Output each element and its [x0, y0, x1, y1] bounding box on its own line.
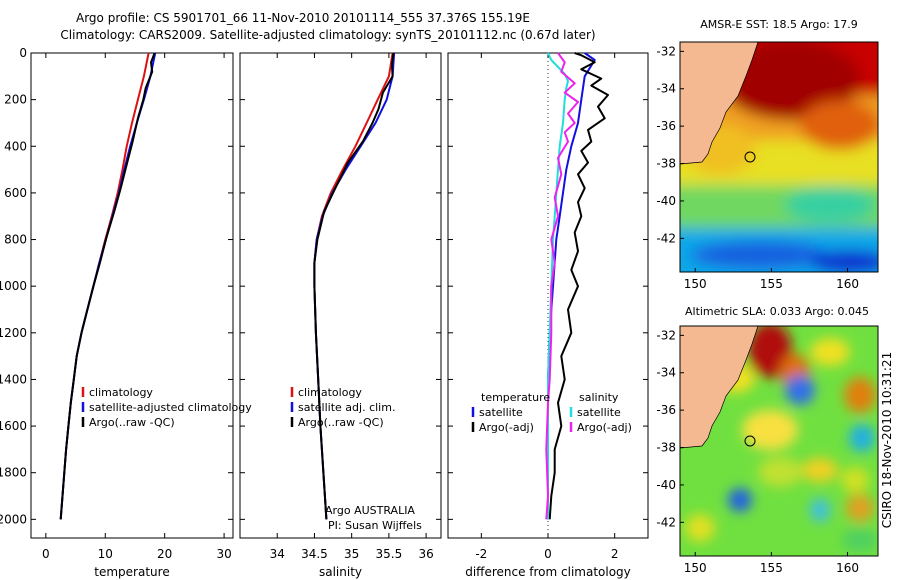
temperature-xlabel: temperature	[94, 565, 169, 579]
altimetric-sla-map-title: Altimetric SLA: 0.033 Argo: 0.045	[685, 305, 869, 318]
salinity-xtick-label: 35	[344, 547, 359, 561]
sla-coastline	[680, 326, 759, 449]
figure-title-line2: Climatology: CARS2009. Satellite-adjuste…	[60, 28, 595, 42]
amsr-sst-map-ytick-label: -34	[656, 82, 676, 96]
difference-legend-heading: temperature	[481, 391, 550, 404]
amsr-sst-map-ytick-label: -32	[656, 44, 676, 58]
temperature-xtick-label: 0	[42, 547, 50, 561]
salinity-profile-panel: 34 34.5 35 35.5 36 salinity climatology satelli…	[239, 52, 442, 579]
difference-legend-label: Argo(-adj)	[479, 421, 534, 434]
salinity-legend-label: satellite adj. clim.	[298, 401, 395, 414]
amsr-sst-map-ytick-label: -42	[656, 231, 676, 245]
temperature-series-climatology	[59, 52, 150, 520]
altimetric-sla-map-xtick-label: 155	[760, 561, 783, 575]
altimetric-sla-map-ytick-label: -32	[656, 328, 676, 342]
altimetric-sla-map-ytick-label: -34	[656, 366, 676, 380]
salinity-series-argo-raw-qc-	[313, 52, 395, 520]
difference-xlabel: difference from climatology	[465, 565, 631, 579]
sst-argo-marker	[744, 151, 756, 163]
amsr-sst-map-title: AMSR-E SST: 18.5 Argo: 17.9	[700, 18, 858, 31]
difference-xtick-label: 0	[544, 547, 552, 561]
amsr-sst-map-ytick-label: -38	[656, 157, 676, 171]
depth-tick-label: 400	[4, 139, 27, 153]
salinity-series-satellite-adj-clim-	[313, 52, 396, 520]
temperature-axes-box	[30, 52, 234, 539]
altimetric-sla-map: Altimetric SLA: 0.033 Argo: 0.045	[656, 305, 879, 575]
altimetric-sla-map-xtick-label: 150	[684, 561, 707, 575]
temperature-series-satellite-adjusted-climatology	[59, 52, 157, 520]
altimetric-sla-map-xtick-label: 160	[836, 561, 859, 575]
depth-tick-label: 800	[4, 233, 27, 247]
difference-profile-panel: -2 0 2 difference from climatology temperatu…	[447, 52, 649, 579]
side-caption: CSIRO 18-Nov-2010 10:31:21	[880, 352, 894, 528]
difference-legend-label: satellite	[577, 406, 621, 419]
sla-argo-marker	[744, 435, 756, 447]
amsr-sst-map: AMSR-E SST: 18.5 Argo: 17.9 150 155 160 -32	[656, 18, 879, 291]
salinity-xtick-label: 34	[270, 547, 285, 561]
salinity-series-climatology	[313, 52, 394, 520]
sst-axes: 150 155 160 -32 -34 -36 -38 -40 -42	[656, 44, 859, 291]
amsr-sst-map-xtick-label: 150	[684, 277, 707, 291]
temperature-legend-label: satellite-adjusted climatology	[89, 401, 252, 414]
temperature-xtick-label: 20	[157, 547, 172, 561]
altimetric-sla-map-ytick-label: -36	[656, 403, 676, 417]
salinity-annotation: Argo AUSTRALIA	[325, 504, 415, 517]
depth-tick-label: 0	[19, 46, 27, 60]
altimetric-sla-map-ytick-label: -38	[656, 441, 676, 455]
salinity-xlabel: salinity	[319, 565, 362, 579]
depth-tick-label: 1600	[0, 419, 27, 433]
temperature-xtick-label: 30	[216, 547, 231, 561]
difference-xtick-label: -2	[475, 547, 487, 561]
temperature-xtick-label: 10	[98, 547, 113, 561]
depth-tick-label: 1800	[0, 466, 27, 480]
difference-legend-label: Argo(-adj)	[577, 421, 632, 434]
difference-legend-label: satellite	[479, 406, 523, 419]
sla-field	[680, 326, 878, 556]
difference-xtick-label: 2	[611, 547, 619, 561]
difference-series-temperature-argo-adj-	[548, 52, 609, 520]
depth-tick-label: 2000	[0, 512, 27, 526]
difference-series-salinity-argo-adj-	[545, 52, 579, 520]
salinity-xtick-label: 36	[418, 547, 433, 561]
difference-legend-heading: salinity	[579, 391, 619, 404]
depth-tick-label: 600	[4, 186, 27, 200]
sst-field	[680, 42, 878, 272]
amsr-sst-map-ytick-label: -36	[656, 119, 676, 133]
altimetric-sla-map-ytick-label: -42	[656, 515, 676, 529]
sla-land	[680, 326, 758, 448]
sst-coastline	[680, 42, 759, 165]
depth-tick-label: 200	[4, 93, 27, 107]
sst-land	[680, 42, 758, 164]
salinity-xtick-label: 35.5	[376, 547, 403, 561]
amsr-sst-map-xtick-label: 155	[760, 277, 783, 291]
salinity-axes-box	[239, 52, 442, 539]
salinity-legend-label: Argo(..raw -QC)	[298, 416, 384, 429]
temperature-legend-label: climatology	[89, 386, 153, 399]
temperature-legend-label: Argo(..raw -QC)	[89, 416, 175, 429]
salinity-annotation: PI: Susan Wijffels	[328, 519, 422, 532]
temperature-series-argo-raw-qc-	[59, 52, 156, 520]
temperature-profile-panel: 0 10 20 30 0 200 400 600 800 1000 1200 1400 1600 1800…	[0, 46, 252, 579]
depth-tick-label: 1200	[0, 326, 27, 340]
figure-title-line1: Argo profile: CS 5901701_66 11-Nov-2010 …	[76, 11, 530, 25]
amsr-sst-map-ytick-label: -40	[656, 194, 676, 208]
salinity-legend-label: climatology	[298, 386, 362, 399]
sla-axes: 150 155 160 -32 -34 -36 -38 -40 -42	[656, 328, 859, 575]
depth-tick-label: 1000	[0, 279, 27, 293]
salinity-xtick-label: 34.5	[301, 547, 328, 561]
altimetric-sla-map-ytick-label: -40	[656, 478, 676, 492]
amsr-sst-map-xtick-label: 160	[836, 277, 859, 291]
depth-tick-label: 1400	[0, 372, 27, 386]
